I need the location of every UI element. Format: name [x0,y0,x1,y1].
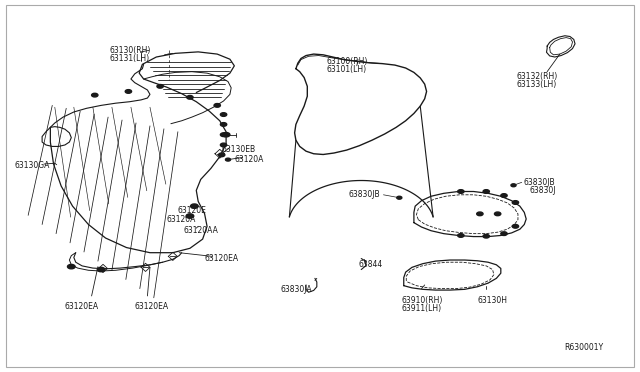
Circle shape [222,132,230,137]
Circle shape [512,224,518,228]
Circle shape [397,196,402,199]
Text: 63911(LH): 63911(LH) [401,304,442,313]
Text: 63120A: 63120A [166,215,196,224]
Text: 63120E: 63120E [177,206,206,215]
Circle shape [220,123,227,126]
Circle shape [220,133,227,137]
Text: 63101(LH): 63101(LH) [326,65,367,74]
Circle shape [67,264,75,269]
Circle shape [458,234,464,237]
Text: 63130EB: 63130EB [221,145,256,154]
Text: 63120EA: 63120EA [65,302,99,311]
Circle shape [501,232,507,235]
Circle shape [125,90,132,93]
Text: 63910(RH): 63910(RH) [401,296,443,305]
Text: 63131(LH): 63131(LH) [109,54,150,63]
Circle shape [511,184,516,187]
Circle shape [512,201,518,204]
Circle shape [220,143,227,147]
Circle shape [495,212,501,216]
Circle shape [218,153,225,157]
Text: 63120EA: 63120EA [135,302,169,311]
Circle shape [483,190,490,193]
Text: 63844: 63844 [358,260,382,269]
Circle shape [157,84,163,88]
Circle shape [92,93,98,97]
Text: 63120AA: 63120AA [184,226,218,235]
Circle shape [220,113,227,116]
Circle shape [97,267,105,272]
Text: 63130(RH): 63130(RH) [109,46,151,55]
Text: R630001Y: R630001Y [564,343,604,352]
Circle shape [483,234,490,238]
Circle shape [458,190,464,193]
Text: 63830JA: 63830JA [281,285,312,294]
Circle shape [501,194,507,198]
Text: 63130GA: 63130GA [14,161,49,170]
Text: 63830JB: 63830JB [523,178,555,187]
Text: 63100(RH): 63100(RH) [326,57,368,66]
Text: 63830J: 63830J [529,186,556,195]
Text: 63130H: 63130H [477,296,508,305]
Text: 63120EA: 63120EA [205,254,239,263]
Text: 63120A: 63120A [234,155,264,164]
Circle shape [214,103,220,107]
Circle shape [186,214,194,218]
Text: 63830JB: 63830JB [349,190,380,199]
Text: 63133(LH): 63133(LH) [516,80,557,89]
Circle shape [225,158,230,161]
Text: 63132(RH): 63132(RH) [516,71,558,81]
Circle shape [187,96,193,99]
Circle shape [191,204,198,208]
Circle shape [477,212,483,216]
